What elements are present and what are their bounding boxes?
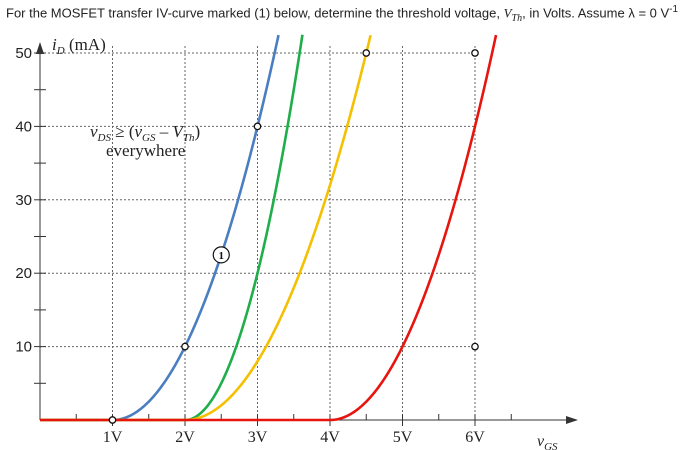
question-middle: , in Volts. Assume [522,5,629,21]
ann-v2sub: GS [142,132,156,144]
ann-v2: v [135,122,143,141]
y-tick-label: 20 [15,265,32,282]
ann-op: ≥ ( [111,122,135,141]
curve-4-point [471,342,479,351]
curve-2 [40,34,304,422]
ann-v: v [90,122,98,141]
curve-3-point [471,49,479,57]
x-tick-label: 4V [320,429,340,446]
curve-1 [40,34,280,422]
lambda-symbol: λ [628,5,635,21]
markers [108,49,479,424]
ann-vsub: DS [97,132,112,144]
ann-close: ) [195,122,201,141]
x-tick-label: 5V [393,429,413,446]
x-axis-sub: GS [544,441,558,450]
curve-2-point [362,49,371,57]
x-tick-label: 1V [103,429,123,446]
y-tick-label: 30 [15,192,32,209]
curve-label-1: 1 [212,246,230,264]
x-axis-arrow [566,416,578,424]
y-axis-arrow [36,42,44,54]
x-tick-label: 3V [248,429,268,446]
lambda-exponent: -1 [669,4,679,15]
threshold-subscript: Th [511,12,523,24]
y-tick-label: 50 [15,45,32,62]
x-tick-label: 6V [465,429,485,446]
curve-1-point [181,342,189,351]
curve-1-point [253,122,262,131]
annotation-line2: everywhere [106,141,185,160]
x-axis-label: vGS [537,433,558,450]
curve-1-point [108,416,117,424]
y-axis-symbol: i [52,35,57,54]
y-axis-label: iD (mA) [52,35,106,57]
curve-labels: 1234 [212,246,230,264]
y-axis-units: (mA) [65,35,106,54]
annotation-line1: vDS ≥ (vGS – VTh) [90,122,200,144]
curves [40,34,498,422]
question-text: For the MOSFET transfer IV-curve marked … [6,4,678,24]
lambda-value: = 0 V [634,5,670,21]
x-axis-symbol: v [537,433,545,450]
threshold-symbol: V [503,5,512,21]
curve-label-circle [212,246,230,264]
y-tick-label: 40 [15,118,32,135]
ann-v3: V [173,122,186,141]
ann-minus: – [156,122,173,141]
ann-v3sub: Th [183,132,195,144]
x-tick-label: 2V [175,429,195,446]
axes [36,42,578,424]
grid [40,45,476,420]
curve-label-number: 1 [219,250,225,262]
y-axis-sub: D [56,45,65,57]
y-tick-label: 10 [15,339,32,356]
question-prefix: For the MOSFET transfer IV-curve marked … [6,5,504,21]
curve-3 [40,34,372,422]
